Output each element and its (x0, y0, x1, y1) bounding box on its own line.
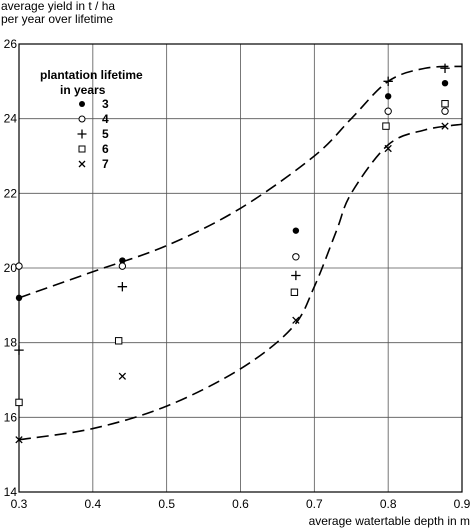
legend-title-line-1: plantation lifetime (40, 68, 143, 82)
y-axis-label-line-2: per year over lifetime (1, 12, 114, 26)
x-tick-label: 0.4 (84, 497, 101, 511)
x-tick-label: 0.5 (158, 497, 175, 511)
dashed-curve-1 (18, 65, 463, 299)
data-point-lifetime-6 (441, 100, 449, 108)
x-tick-label: 0.7 (306, 497, 323, 511)
data-point-lifetime-6 (382, 122, 390, 130)
y-tick-label: 20 (4, 261, 18, 275)
data-point-lifetime-5 (117, 281, 128, 292)
data-point-lifetime-4 (118, 262, 127, 270)
legend-marker-4 (78, 115, 86, 123)
legend-title-line-2: in years (60, 83, 106, 97)
legend-label-4: 4 (102, 112, 109, 126)
data-point-lifetime-5 (440, 63, 450, 73)
data-point-lifetime-6 (15, 398, 23, 407)
legend-marker-3 (79, 101, 85, 107)
data-point-lifetime-4 (384, 107, 392, 115)
data-point-lifetime-4 (441, 107, 449, 115)
data-point-lifetime-7 (118, 372, 127, 380)
y-tick-label: 24 (4, 112, 18, 126)
y-tick-label: 26 (4, 37, 18, 51)
y-tick-label: 22 (4, 186, 18, 200)
y-tick-label: 14 (4, 485, 18, 499)
data-point-lifetime-5 (291, 270, 301, 281)
legend-label-7: 7 (102, 157, 109, 171)
legend-marker-7 (78, 160, 86, 168)
x-axis-label: average watertable depth in m (308, 514, 470, 528)
data-point-lifetime-5 (383, 76, 393, 87)
data-point-lifetime-7 (292, 316, 300, 324)
y-tick-label: 18 (4, 336, 18, 350)
data-point-lifetime-7 (384, 144, 392, 153)
data-point-lifetime-4 (292, 253, 300, 261)
data-point-lifetime-7 (15, 436, 23, 444)
data-point-lifetime-4 (15, 262, 23, 270)
data-point-lifetime-3 (15, 294, 23, 302)
legend-marker-6 (78, 145, 86, 153)
x-tick-label: 0.8 (380, 497, 397, 511)
legend-label-5: 5 (102, 127, 109, 141)
x-tick-label: 0.6 (232, 497, 249, 511)
legend-marker-5 (77, 129, 87, 139)
data-point-lifetime-6 (114, 337, 123, 345)
data-point-lifetime-3 (119, 257, 126, 264)
data-point-lifetime-6 (290, 288, 299, 296)
legend-label-6: 6 (102, 142, 109, 156)
data-point-lifetime-7 (441, 122, 449, 130)
data-point-lifetime-3 (441, 80, 449, 87)
legend-label-3: 3 (102, 97, 109, 111)
y-axis-label-line-1: average yield in t / ha (1, 0, 116, 13)
x-tick-label: 0.3 (11, 497, 28, 511)
data-point-lifetime-3 (384, 93, 392, 100)
data-point-lifetime-3 (292, 227, 300, 234)
data-point-lifetime-5 (14, 345, 24, 355)
x-tick-label: 0.9 (454, 497, 471, 511)
y-tick-label: 16 (4, 410, 18, 424)
